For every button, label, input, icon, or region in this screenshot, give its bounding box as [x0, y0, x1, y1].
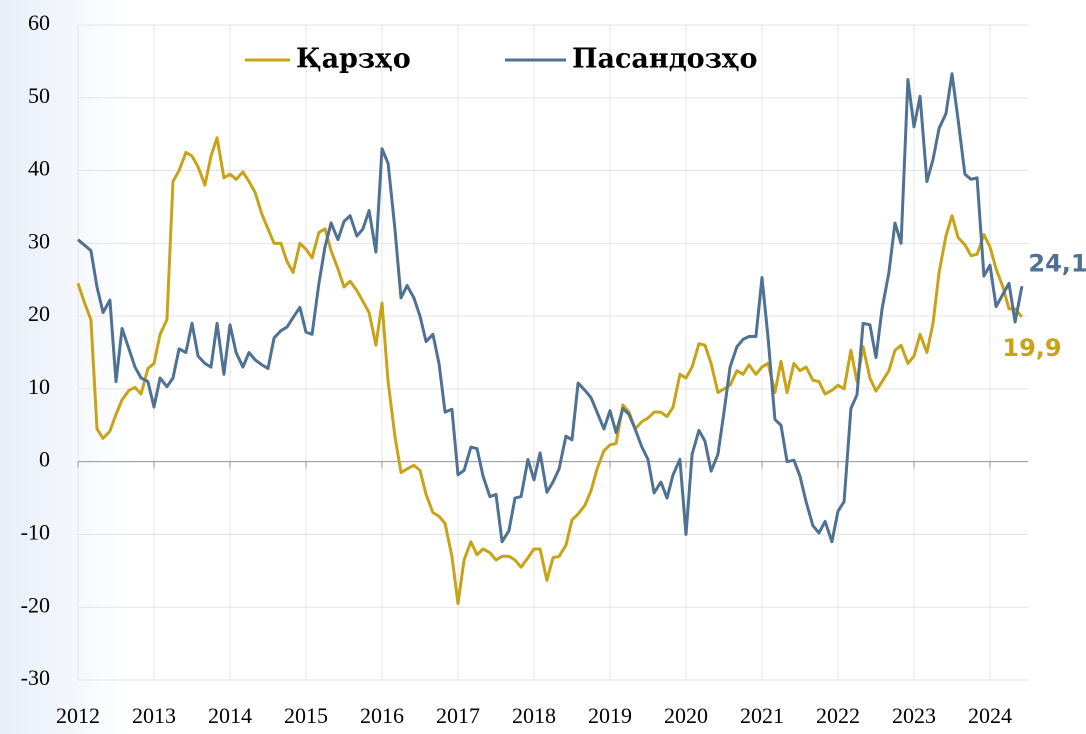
x-tick-label: 2012: [56, 703, 100, 728]
x-tick-label: 2015: [284, 703, 328, 728]
y-tick-label: 20: [28, 301, 50, 326]
data-label: 19,9: [1002, 334, 1061, 362]
legend-label: Пасандозҳо: [572, 44, 757, 75]
y-tick-label: -10: [21, 519, 50, 544]
x-tick-label: 2017: [436, 703, 480, 728]
x-tick-label: 2019: [588, 703, 632, 728]
series-line: [77, 72, 1024, 544]
y-tick-label: -30: [21, 665, 50, 690]
y-tick-label: 10: [28, 374, 50, 399]
x-tick-label: 2014: [208, 703, 252, 728]
x-tick-label: 2024: [968, 703, 1012, 728]
y-tick-label: -20: [21, 592, 50, 617]
y-tick-label: 50: [28, 83, 50, 108]
x-tick-label: 2023: [892, 703, 936, 728]
y-tick-label: 0: [39, 447, 50, 472]
x-tick-label: 2016: [360, 703, 404, 728]
x-tick-label: 2013: [132, 703, 176, 728]
series-line: [76, 136, 1024, 606]
y-tick-label: 40: [28, 156, 50, 181]
x-tick-label: 2021: [740, 703, 784, 728]
x-tick-label: 2018: [512, 703, 556, 728]
y-tick-label: 60: [28, 10, 50, 35]
y-tick-label: 30: [28, 228, 50, 253]
data-label: 24,1: [1028, 249, 1086, 277]
x-tick-label: 2020: [664, 703, 708, 728]
legend-label: Қарзҳо: [296, 44, 411, 75]
x-tick-label: 2022: [816, 703, 860, 728]
